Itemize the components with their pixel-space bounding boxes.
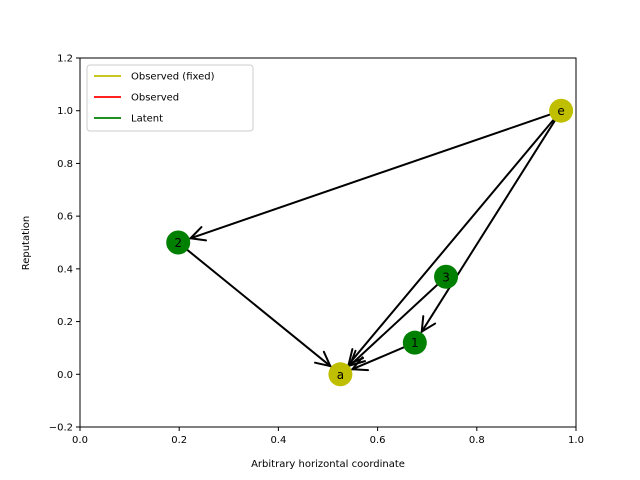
- y-tick-label: 0.2: [57, 317, 73, 328]
- y-axis-label: Reputation: [21, 216, 32, 271]
- node-label: e: [557, 104, 564, 118]
- edge-e-to-1: [420, 118, 557, 334]
- y-axis-ticks: −0.2 0.0 0.2 0.4 0.6 0.8 1.0 1.2: [49, 54, 80, 434]
- legend-label: Observed (fixed): [131, 72, 215, 83]
- legend-entry: Latent: [94, 114, 163, 125]
- node-marker: [434, 264, 459, 289]
- node-a: a: [328, 362, 353, 387]
- node-label: 1: [411, 336, 419, 350]
- x-tick-label: 0.2: [171, 435, 187, 446]
- y-tick-label: 0.0: [57, 370, 73, 381]
- edge-1-to-a: [350, 345, 407, 372]
- legend-frame: [86, 64, 254, 132]
- node-label: 2: [174, 236, 182, 250]
- edge-e-to-a: [347, 117, 556, 367]
- legend-label: Latent: [131, 114, 163, 125]
- node-2: 2: [166, 230, 191, 255]
- x-tick-label: 0.8: [469, 435, 485, 446]
- x-axis-ticks: 0.0 0.2 0.4 0.6 0.8 1.0: [72, 427, 584, 446]
- y-tick-label: 1.2: [57, 54, 73, 65]
- edges-layer: [184, 112, 557, 372]
- x-axis-label: Arbitrary horizontal coordinate: [251, 459, 405, 470]
- y-tick-label: 0.4: [57, 264, 73, 275]
- edge-3-to-a: [348, 282, 440, 367]
- node-e: e: [549, 98, 574, 123]
- node-3: 3: [434, 264, 459, 289]
- y-tick-label: 1.0: [57, 106, 73, 117]
- node-marker: [549, 98, 574, 123]
- edge-e-to-2: [188, 112, 553, 242]
- plot-frame: [79, 57, 577, 428]
- legend: Observed (fixed) Observed Latent: [86, 64, 254, 132]
- y-tick-label: −0.2: [49, 423, 73, 434]
- legend-entry: Observed: [94, 93, 179, 104]
- x-tick-label: 0.4: [270, 435, 286, 446]
- x-tick-label: 0.0: [72, 435, 88, 446]
- y-tick-label: 0.8: [57, 159, 73, 170]
- nodes-layer: a e 1 2 3: [166, 98, 574, 387]
- y-tick-label: 0.6: [57, 212, 73, 223]
- edge-2-to-a: [184, 247, 333, 368]
- node-marker: [166, 230, 191, 255]
- x-tick-label: 0.6: [370, 435, 386, 446]
- node-label: 3: [442, 270, 450, 284]
- node-1: 1: [402, 330, 427, 355]
- x-tick-label: 1.0: [568, 435, 584, 446]
- legend-entry: Observed (fixed): [94, 72, 215, 83]
- node-marker: [328, 362, 353, 387]
- legend-label: Observed: [131, 93, 179, 104]
- node-label: a: [337, 368, 344, 382]
- node-marker: [402, 330, 427, 355]
